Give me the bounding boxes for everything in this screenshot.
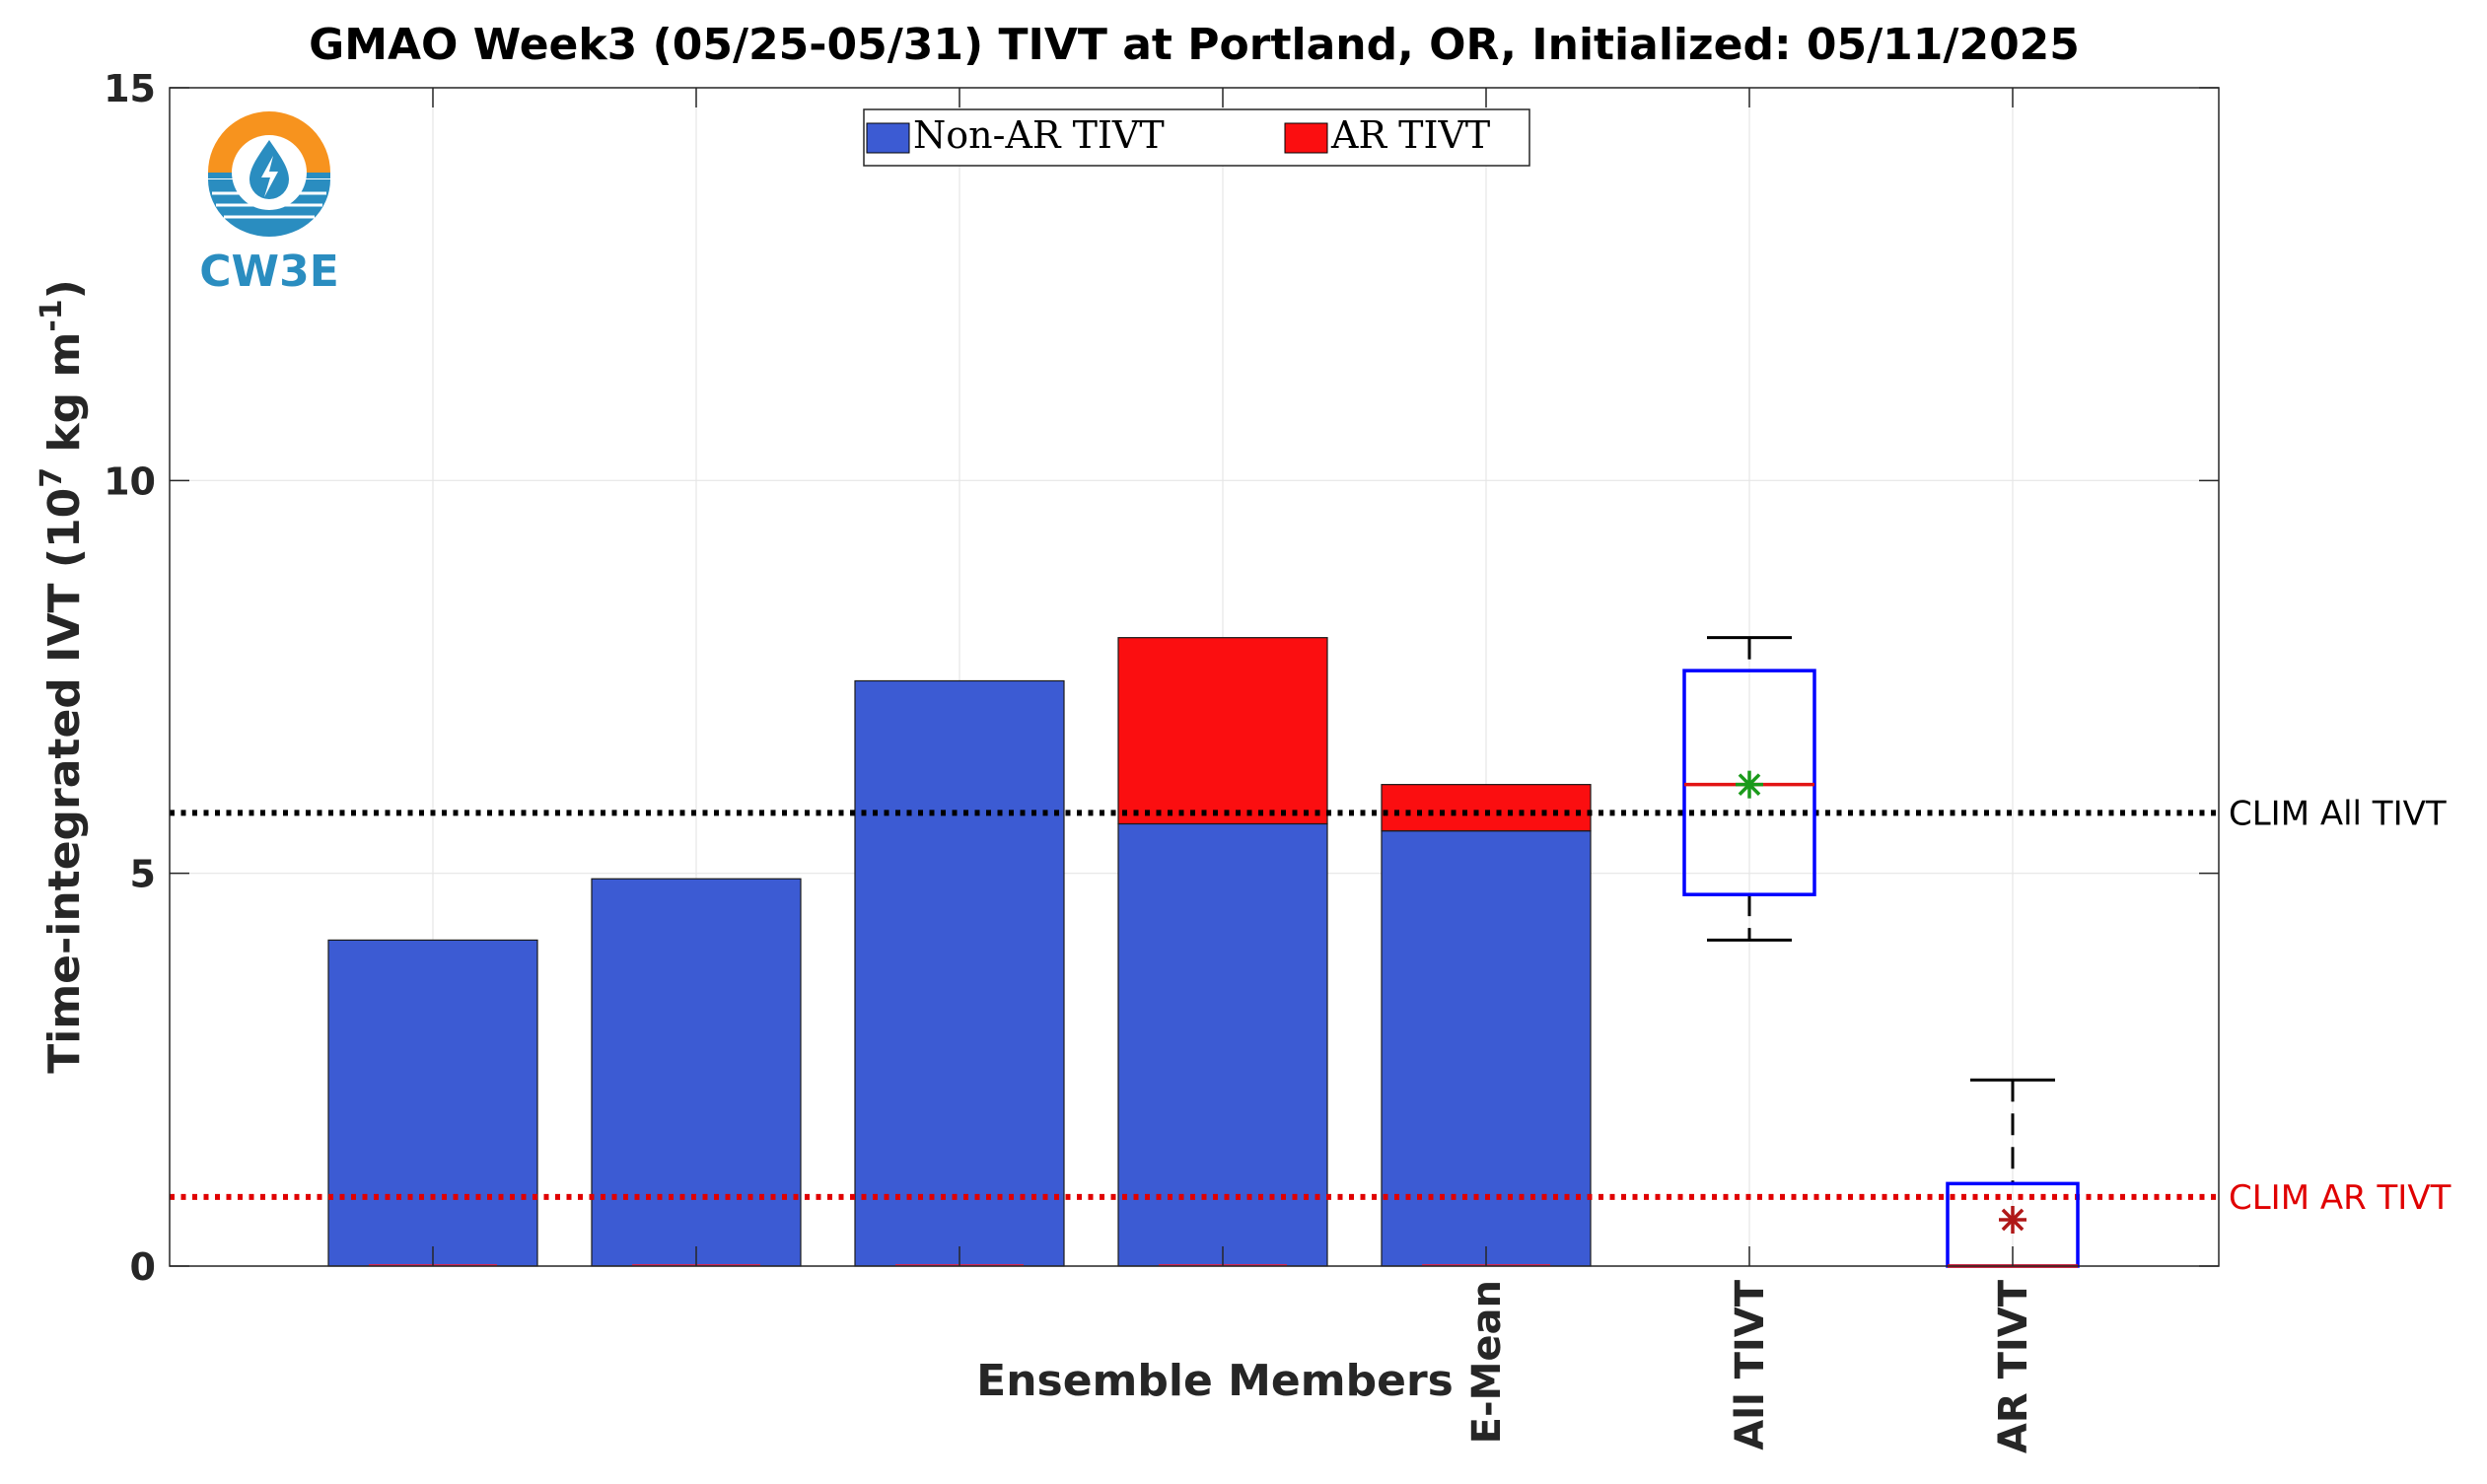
legend-label-ar: AR TIVT: [1330, 113, 1490, 157]
y-tick-labels: 0 5 10 15: [104, 67, 156, 1289]
reference-line-label-1: CLIM AR TIVT: [2229, 1178, 2451, 1218]
bars-group: [327, 637, 1592, 1267]
box-0: [1682, 669, 1816, 896]
y-tick-label-2: 10: [104, 459, 156, 503]
cw3e-logo: CW3E: [199, 111, 339, 297]
logo-text: CW3E: [199, 247, 339, 297]
legend-label-non-ar: Non-AR TIVT: [913, 113, 1165, 157]
y-axis-label-exp: 7: [35, 467, 69, 488]
legend: Non-AR TIVT AR TIVT: [863, 108, 1530, 167]
reference-lines-group: CLIM All TIVT CLIM AR TIVT: [170, 794, 2451, 1218]
lightning-icon: [261, 156, 278, 197]
y-axis-label-unit-exp: -1: [35, 299, 69, 331]
x-tick-label-4: E-Mean: [1464, 1280, 1510, 1444]
bar-non-ar-0: [327, 939, 538, 1267]
y-tick-label-3: 15: [104, 67, 156, 110]
mean-marker-1: [1999, 1205, 2026, 1234]
mean-marker-stroke-1-3: [2001, 1208, 2025, 1232]
bar-ar-3: [1117, 637, 1328, 825]
bar-ar-4: [1381, 784, 1592, 832]
y-axis-label-unit: kg m: [39, 332, 90, 467]
y-tick-label-1: 5: [130, 853, 156, 896]
bar-non-ar-3: [1117, 822, 1328, 1267]
y-axis-label: Time-integrated IVT (107 kg m-1): [35, 279, 90, 1074]
plot-frame: [169, 87, 2220, 1267]
x-tick-labels: E-Mean All TIVT AR TIVT: [1464, 1279, 2036, 1453]
x-tick-label-6: AR TIVT: [1991, 1279, 2036, 1453]
chart-title: GMAO Week3 (05/25-05/31) TIVT at Portlan…: [309, 20, 2080, 70]
legend-swatch-ar: [1284, 122, 1328, 154]
y-axis-label-main: Time-integrated IVT (10: [39, 488, 90, 1074]
reference-line-label-0: CLIM All TIVT: [2229, 794, 2447, 833]
x-tick-label-5: All TIVT: [1728, 1279, 1773, 1449]
y-tick-label-0: 0: [130, 1245, 156, 1289]
bar-non-ar-1: [591, 878, 802, 1267]
mean-marker-stroke-0-3: [1738, 773, 1761, 796]
y-axis-label-end: ): [39, 279, 90, 299]
legend-swatch-non-ar: [866, 122, 910, 154]
bar-non-ar-4: [1381, 830, 1592, 1267]
tick-marks: [170, 87, 2219, 1267]
mean-marker-0: [1736, 770, 1763, 799]
legend-box: [863, 108, 1530, 167]
x-axis-label: Ensemble Members: [976, 1356, 1454, 1406]
bar-non-ar-2: [854, 679, 1065, 1267]
